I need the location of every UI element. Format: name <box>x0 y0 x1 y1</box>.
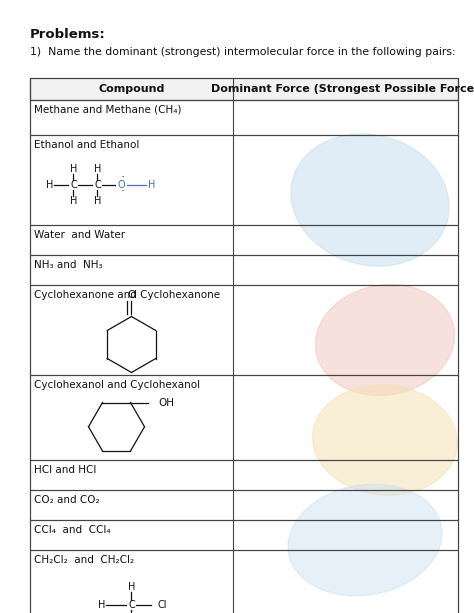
Bar <box>30 135 458 225</box>
Text: H: H <box>70 196 77 205</box>
Bar <box>30 255 458 285</box>
Text: H: H <box>128 582 135 592</box>
Text: ··: ·· <box>120 173 125 182</box>
Text: O: O <box>118 180 125 189</box>
Bar <box>30 375 458 460</box>
Text: Cl: Cl <box>157 600 167 610</box>
Bar <box>30 78 458 100</box>
Text: H: H <box>98 600 105 610</box>
Bar <box>30 285 458 375</box>
Ellipse shape <box>291 134 449 266</box>
Text: Water  and Water: Water and Water <box>34 230 125 240</box>
Bar <box>30 100 458 135</box>
Text: NH₃ and  NH₃: NH₃ and NH₃ <box>34 260 103 270</box>
Text: H: H <box>70 164 77 173</box>
Ellipse shape <box>288 484 442 596</box>
Text: CO₂ and CO₂: CO₂ and CO₂ <box>34 495 100 505</box>
Text: Methane and Methane (CH₄): Methane and Methane (CH₄) <box>34 105 182 115</box>
Ellipse shape <box>315 284 455 395</box>
Bar <box>30 78 458 100</box>
Text: Cyclohexanone and Cyclohexanone: Cyclohexanone and Cyclohexanone <box>34 290 220 300</box>
Text: H: H <box>46 180 53 189</box>
Text: Ethanol and Ethanol: Ethanol and Ethanol <box>34 140 139 150</box>
Text: C: C <box>70 180 77 189</box>
Text: H: H <box>94 196 101 205</box>
Text: CCl₄  and  CCl₄: CCl₄ and CCl₄ <box>34 525 110 535</box>
Bar <box>30 520 458 550</box>
Text: ··: ·· <box>120 187 125 196</box>
Bar <box>30 460 458 490</box>
Text: Dominant Force (Strongest Possible Force): Dominant Force (Strongest Possible Force… <box>211 84 474 94</box>
Text: Cyclohexanol and Cyclohexanol: Cyclohexanol and Cyclohexanol <box>34 380 200 390</box>
Text: CH₂Cl₂  and  CH₂Cl₂: CH₂Cl₂ and CH₂Cl₂ <box>34 555 134 565</box>
Ellipse shape <box>313 385 457 495</box>
Bar <box>30 490 458 520</box>
Bar <box>30 550 458 613</box>
Bar <box>30 225 458 255</box>
Text: C: C <box>94 180 101 189</box>
Text: O: O <box>128 289 136 300</box>
Text: Problems:: Problems: <box>30 28 106 41</box>
Text: HCl and HCl: HCl and HCl <box>34 465 96 475</box>
Text: H: H <box>94 164 101 173</box>
Text: Compound: Compound <box>98 84 164 94</box>
Text: 1)  Name the dominant (strongest) intermolecular force in the following pairs:: 1) Name the dominant (strongest) intermo… <box>30 47 456 57</box>
Text: H: H <box>148 180 155 189</box>
Text: OH: OH <box>158 397 174 408</box>
Text: C: C <box>128 600 135 610</box>
